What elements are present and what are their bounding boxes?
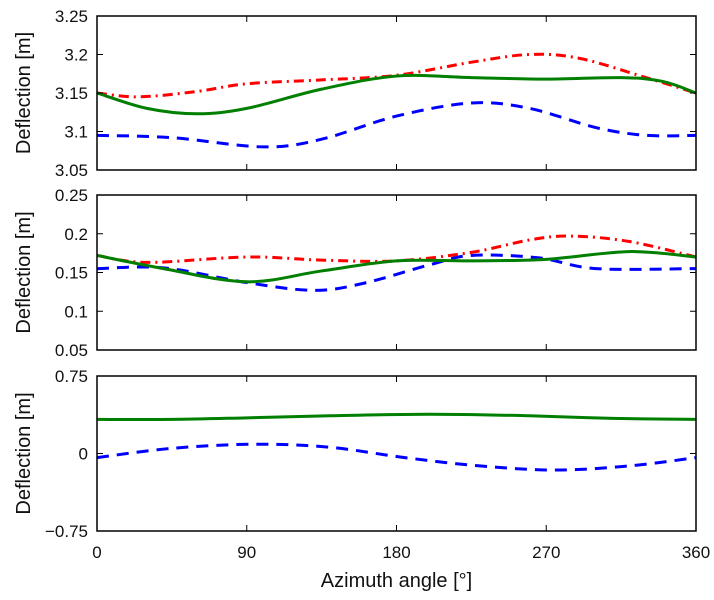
y-tick-label: 3.15 xyxy=(55,84,88,103)
y-tick-label: 0.15 xyxy=(55,264,88,283)
x-tick-label: 360 xyxy=(682,543,710,562)
y-tick-label: 0.75 xyxy=(55,367,88,386)
series-line-dashed xyxy=(96,442,697,472)
y-axis-label: Deflection [m] xyxy=(13,392,35,514)
y-tick-label: 3.2 xyxy=(64,46,88,65)
y-tick-label: 0.05 xyxy=(55,341,88,360)
x-tick-label: 180 xyxy=(382,543,410,562)
x-axis-label: Azimuth angle [°] xyxy=(321,570,472,592)
y-axis-label: Deflection [m] xyxy=(13,32,35,154)
y-axis-label: Deflection [m] xyxy=(13,211,35,333)
series-line-dashed xyxy=(96,253,697,292)
series-line-dash-dot xyxy=(96,52,697,99)
x-tick-label: 270 xyxy=(532,543,560,562)
y-tick-label: 0.25 xyxy=(55,186,88,205)
y-tick-label: 3.25 xyxy=(55,7,88,26)
x-tick-label: 0 xyxy=(92,543,101,562)
y-tick-label: 0.2 xyxy=(64,225,88,244)
series-line-solid xyxy=(96,250,697,284)
subplot-1: 3.05 3.1 3.15 3.2 3.25 Deflection [m] xyxy=(13,7,697,180)
x-tick-label: 90 xyxy=(237,543,256,562)
y-tick-label: 0 xyxy=(79,445,88,464)
series-line-dashed xyxy=(96,101,697,149)
series-line-solid xyxy=(96,73,697,116)
y-tick-label: 3.1 xyxy=(64,123,88,142)
y-tick-label: 3.05 xyxy=(55,161,88,180)
series-line-solid xyxy=(96,412,697,422)
subplot-2: 0.05 0.1 0.15 0.2 0.25 Deflection [m] xyxy=(13,186,697,360)
axes-box xyxy=(96,375,697,532)
series-line-dash-dot xyxy=(96,234,697,264)
y-tick-label: 0.1 xyxy=(64,302,88,321)
y-tick-label: −0.75 xyxy=(45,522,88,541)
